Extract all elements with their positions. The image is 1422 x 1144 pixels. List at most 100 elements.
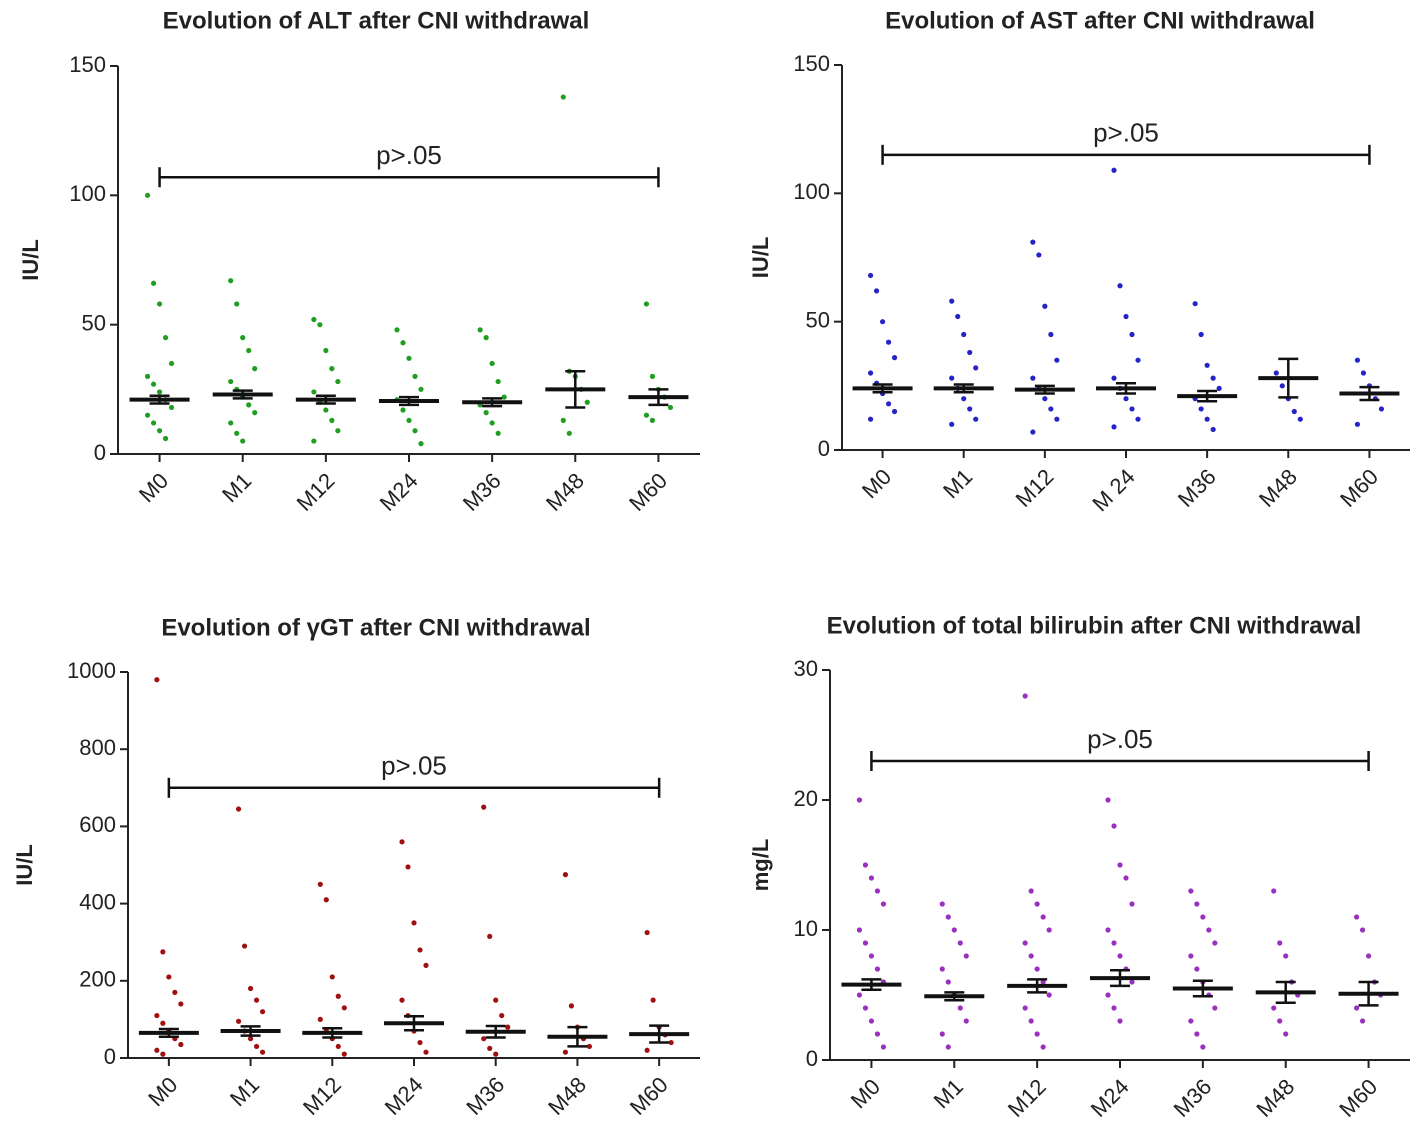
data-point — [885, 401, 892, 407]
data-point — [412, 373, 418, 379]
data-point — [874, 966, 881, 972]
x-tick-label: M60 — [1335, 464, 1383, 512]
data-point — [949, 375, 955, 381]
y-tick-label: 20 — [794, 786, 818, 811]
data-point — [963, 1018, 969, 1024]
data-point — [156, 301, 163, 307]
data-point — [493, 997, 499, 1003]
x-tick-label: M0 — [143, 1072, 182, 1111]
data-point — [228, 278, 234, 284]
data-point — [1111, 424, 1117, 430]
data-point — [1210, 375, 1216, 381]
data-point — [868, 875, 875, 881]
data-point — [1111, 167, 1117, 173]
data-point — [1283, 953, 1289, 959]
data-point — [955, 313, 961, 320]
data-point — [253, 997, 260, 1003]
data-point — [1117, 953, 1123, 959]
y-tick-label: 50 — [806, 307, 830, 332]
data-point — [154, 1047, 160, 1053]
data-point — [951, 927, 957, 933]
data-point — [162, 435, 169, 442]
data-point — [1034, 1031, 1040, 1037]
data-point — [880, 901, 887, 907]
data-point — [1192, 301, 1198, 307]
x-tick-label: M60 — [1334, 1074, 1382, 1122]
data-point — [168, 404, 175, 411]
y-tick-label: 50 — [82, 310, 106, 335]
data-point — [867, 272, 874, 279]
data-point — [311, 389, 317, 395]
y-tick-label: 150 — [793, 51, 830, 76]
data-point — [1040, 1044, 1046, 1050]
y-tick-label: 1000 — [67, 658, 116, 683]
data-point — [499, 1012, 505, 1019]
data-point — [252, 366, 258, 372]
data-point — [1034, 901, 1040, 907]
x-tick-label: M36 — [458, 468, 506, 516]
x-tick-label: M0 — [846, 1074, 885, 1113]
data-point — [668, 1039, 674, 1046]
x-tick-label: M1 — [929, 1074, 968, 1113]
data-point — [259, 1009, 266, 1015]
data-point — [644, 1047, 650, 1053]
y-tick-label: 200 — [79, 967, 116, 992]
data-point — [1046, 927, 1052, 933]
data-point — [317, 881, 323, 887]
data-point — [649, 373, 656, 379]
data-point — [1273, 370, 1279, 376]
data-point — [1378, 406, 1385, 412]
data-point — [957, 1005, 963, 1011]
data-point — [335, 378, 341, 385]
data-point — [1135, 416, 1141, 422]
data-point — [341, 1005, 347, 1011]
data-point — [411, 920, 417, 926]
data-point — [235, 1018, 242, 1024]
data-point — [1030, 239, 1036, 245]
data-point — [417, 1039, 423, 1046]
data-point — [156, 428, 163, 434]
data-point — [162, 335, 169, 341]
data-point — [160, 949, 166, 955]
data-point — [1030, 375, 1036, 381]
data-point — [560, 94, 566, 100]
data-point — [1212, 940, 1218, 946]
data-point — [1028, 888, 1034, 894]
x-tick-label: M36 — [1173, 464, 1221, 512]
data-point — [172, 989, 178, 995]
data-point — [945, 979, 951, 985]
data-point — [487, 933, 493, 940]
chart-panel: Evolution of γGT after CNI withdrawal IU/… — [12, 614, 700, 1120]
data-point — [399, 997, 405, 1003]
data-point — [329, 366, 335, 372]
data-point — [874, 888, 881, 894]
data-point — [228, 378, 234, 385]
chart-title: Evolution of total bilirubin after CNI w… — [827, 612, 1362, 639]
data-point — [253, 1043, 260, 1050]
x-tick-label: M12 — [1003, 1074, 1051, 1122]
significance-label: p>.05 — [381, 751, 447, 781]
x-tick-label: M60 — [625, 1072, 673, 1120]
data-point — [1105, 797, 1111, 803]
data-point — [885, 339, 892, 345]
data-point — [234, 301, 240, 307]
data-point — [1040, 914, 1046, 920]
data-point — [335, 428, 341, 434]
y-tick-label: 0 — [94, 440, 106, 465]
data-point — [1200, 914, 1206, 920]
data-point — [1359, 1018, 1366, 1024]
data-point — [150, 280, 157, 286]
data-point — [405, 864, 411, 870]
data-point — [487, 1045, 493, 1051]
data-point — [945, 1044, 951, 1050]
data-point — [1194, 901, 1200, 907]
chart-panel: Evolution of ALT after CNI withdrawal IU/… — [18, 7, 700, 516]
data-point — [160, 1020, 166, 1026]
data-point — [477, 327, 483, 333]
data-point — [495, 378, 501, 385]
data-point — [1123, 875, 1129, 881]
data-point — [335, 993, 341, 999]
data-point — [1271, 888, 1277, 894]
data-point — [643, 412, 650, 418]
data-point — [1188, 888, 1194, 894]
